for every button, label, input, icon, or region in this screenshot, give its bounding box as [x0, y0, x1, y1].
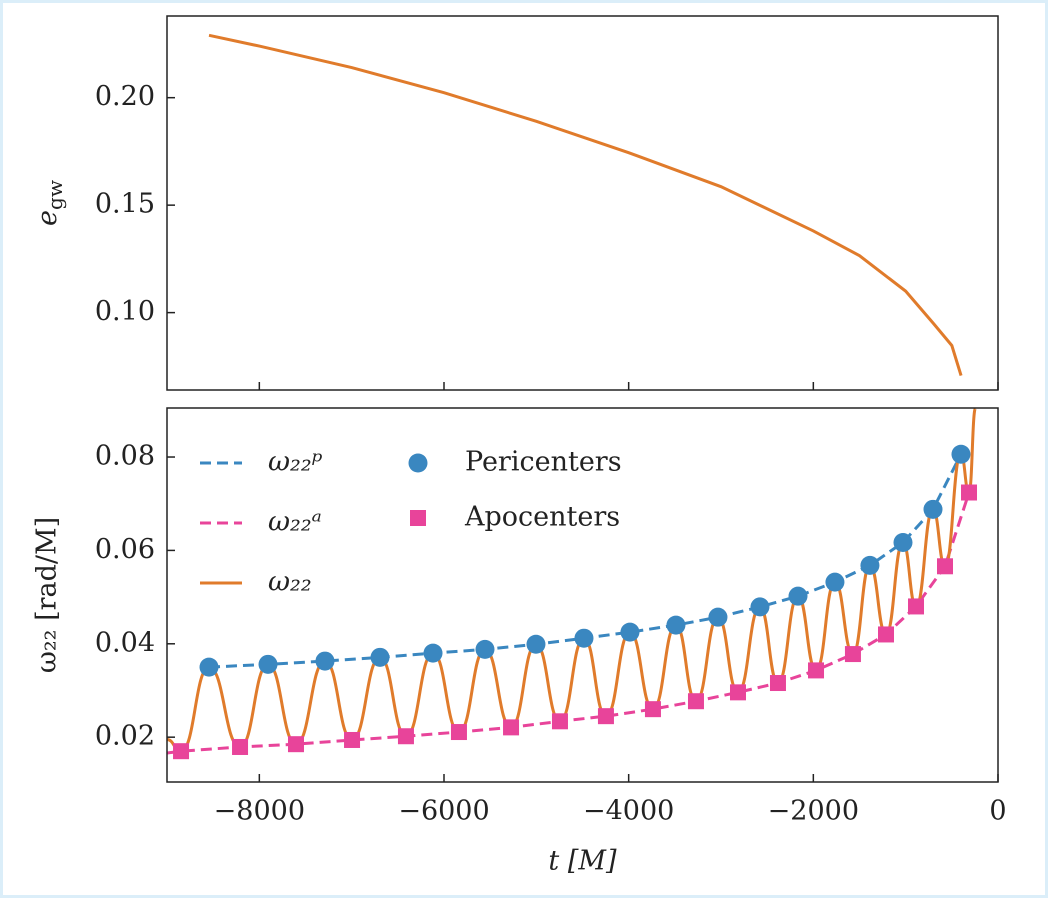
plot-frame — [166, 15, 999, 391]
marker — [344, 731, 361, 748]
x-tick-label: 0 — [989, 796, 1006, 827]
y-axis-label: egw — [32, 180, 67, 226]
marker — [825, 572, 845, 592]
plot-frame — [166, 407, 999, 783]
x-tick-label: −6000 — [398, 796, 489, 827]
marker — [666, 615, 686, 635]
marker — [370, 647, 390, 667]
y-tick-label: 0.04 — [95, 627, 155, 658]
marker — [961, 484, 978, 501]
y-label-symbol: e — [32, 210, 63, 226]
legend-marker — [408, 453, 428, 473]
legend-marker — [410, 510, 426, 526]
marker — [526, 634, 546, 654]
legend-label: ω₂₂ᵃ — [268, 507, 322, 538]
marker — [450, 724, 467, 741]
marker — [750, 597, 770, 617]
data-line — [167, 408, 978, 753]
y-tick-label: 0.08 — [95, 441, 155, 472]
marker — [199, 657, 219, 677]
marker — [923, 499, 943, 519]
x-tick-label: −2000 — [768, 796, 859, 827]
marker — [644, 701, 661, 718]
marker — [769, 675, 786, 692]
marker — [315, 651, 335, 671]
marker — [551, 713, 568, 730]
y-label-subscript: gw — [43, 180, 67, 210]
marker — [808, 662, 825, 679]
plot-area — [167, 408, 978, 760]
marker — [503, 719, 520, 736]
marker — [597, 708, 614, 725]
y-tick-label: 0.06 — [95, 534, 155, 565]
marker — [877, 626, 894, 643]
x-tick-label: −8000 — [214, 796, 305, 827]
legend-label: Apocenters — [464, 502, 620, 533]
marker — [860, 555, 880, 575]
marker — [475, 639, 495, 659]
y-tick-label: 0.20 — [95, 81, 155, 112]
plot-area — [208, 33, 963, 377]
marker — [908, 598, 925, 615]
marker — [708, 607, 728, 627]
marker — [844, 646, 861, 663]
data-line — [167, 492, 971, 755]
data-line — [208, 33, 963, 377]
x-tick-label: −4000 — [583, 796, 674, 827]
y-axis-label: ω₂₂ [rad/M] — [32, 517, 63, 673]
marker — [258, 654, 278, 674]
legend-label: ω₂₂ᵖ — [268, 447, 323, 478]
legend-label: Pericenters — [465, 447, 622, 478]
y-tick-label: 0.15 — [95, 189, 155, 220]
marker — [620, 622, 640, 642]
marker — [423, 643, 443, 663]
marker — [574, 628, 594, 648]
marker — [788, 586, 808, 606]
y-tick-label: 0.02 — [95, 721, 155, 752]
marker — [287, 736, 304, 753]
legend-label: ω₂₂ — [268, 567, 312, 598]
marker — [951, 444, 971, 464]
x-axis-label: t [M] — [548, 846, 617, 877]
marker — [397, 728, 414, 745]
marker — [687, 693, 704, 710]
marker — [232, 738, 249, 755]
marker — [937, 558, 954, 575]
marker — [729, 684, 746, 701]
marker — [173, 743, 190, 760]
marker — [893, 532, 913, 552]
y-tick-label: 0.10 — [95, 296, 155, 327]
